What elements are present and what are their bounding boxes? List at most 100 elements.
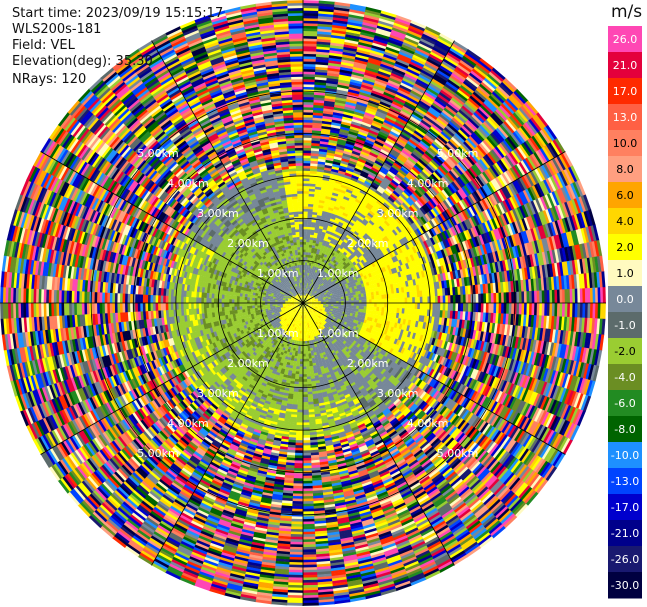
- velocity-gate: [313, 196, 320, 201]
- velocity-gate: [416, 44, 432, 55]
- velocity-gate: [304, 292, 306, 296]
- velocity-gate: [350, 123, 361, 129]
- velocity-gate: [465, 51, 481, 63]
- velocity-gate: [352, 172, 361, 178]
- velocity-gate: [311, 130, 322, 134]
- velocity-gate: [334, 182, 342, 187]
- velocity-gate: [342, 152, 352, 158]
- velocity-gate: [303, 267, 305, 270]
- velocity-gate: [356, 49, 371, 56]
- velocity-gate: [303, 249, 306, 253]
- velocity-gate: [312, 214, 318, 218]
- velocity-gate: [306, 269, 309, 273]
- velocity-gate: [441, 60, 456, 71]
- velocity-gate: [379, 65, 393, 73]
- velocity-gate: [311, 135, 321, 139]
- velocity-gate: [407, 119, 419, 129]
- velocity-gate: [410, 89, 424, 99]
- velocity-gate: [336, 196, 344, 202]
- velocity-gate: [303, 297, 305, 301]
- velocity-gate: [344, 145, 354, 151]
- velocity-gate: [334, 153, 343, 159]
- velocity-gate: [372, 193, 380, 201]
- velocity-gate: [311, 281, 314, 285]
- velocity-gate: [309, 234, 314, 238]
- velocity-gate: [397, 155, 407, 164]
- velocity-gate: [312, 276, 315, 280]
- velocity-gate: [395, 14, 413, 24]
- velocity-gate: [350, 193, 358, 199]
- velocity-gate: [308, 292, 312, 296]
- velocity-gate: [361, 303, 365, 307]
- velocity-gate: [307, 285, 310, 289]
- velocity-gate: [357, 157, 367, 164]
- velocity-gate: [342, 51, 357, 57]
- velocity-gate: [395, 157, 406, 166]
- velocity-gate: [423, 91, 437, 101]
- velocity-gate: [340, 216, 347, 222]
- velocity-gate: [353, 61, 368, 68]
- velocity-gate: [309, 257, 313, 261]
- velocity-gate: [371, 181, 380, 188]
- velocity-gate: [370, 47, 386, 55]
- velocity-gate: [459, 59, 475, 71]
- velocity-gate: [303, 198, 309, 202]
- velocity-gate: [303, 216, 308, 220]
- velocity-gate: [312, 209, 318, 213]
- velocity-gate: [391, 126, 403, 134]
- velocity-gate: [444, 56, 459, 67]
- velocity-gate: [325, 157, 335, 162]
- velocity-gate: [349, 179, 358, 185]
- velocity-gate: [313, 201, 320, 206]
- velocity-gate: [344, 39, 360, 45]
- velocity-gate: [345, 140, 356, 146]
- velocity-gate: [327, 147, 337, 152]
- velocity-gate: [311, 273, 315, 277]
- velocity-gate: [337, 247, 343, 252]
- velocity-gate: [336, 86, 349, 92]
- velocity-gate: [324, 100, 336, 105]
- velocity-gate: [334, 217, 341, 222]
- velocity-gate: [417, 296, 421, 304]
- velocity-gate: [333, 9, 350, 15]
- velocity-gate: [308, 249, 312, 253]
- velocity-gate: [361, 184, 370, 191]
- velocity-gate: [379, 303, 383, 308]
- velocity-gate: [368, 129, 379, 136]
- velocity-gate: [399, 151, 410, 160]
- velocity-gate: [332, 19, 349, 25]
- velocity-gate: [362, 79, 376, 86]
- velocity-gate: [349, 195, 357, 202]
- velocity-gate: [353, 169, 362, 176]
- velocity-gate: [304, 279, 306, 283]
- velocity-gate: [304, 295, 306, 299]
- velocity-gate: [327, 62, 342, 68]
- velocity-gate: [303, 145, 312, 149]
- velocity-gate: [303, 81, 316, 85]
- velocity-gate: [340, 249, 345, 254]
- velocity-field: [0, 0, 606, 606]
- velocity-gate: [337, 210, 344, 215]
- velocity-gate: [303, 282, 306, 286]
- velocity-gate: [383, 53, 398, 62]
- velocity-gate: [311, 140, 321, 144]
- velocity-gate: [303, 45, 317, 50]
- velocity-gate: [416, 78, 430, 88]
- velocity-gate: [371, 89, 384, 97]
- velocity-gate: [398, 86, 411, 95]
- velocity-gate: [339, 245, 344, 250]
- velocity-gate: [393, 123, 404, 132]
- velocity-gate: [363, 74, 377, 81]
- velocity-gate: [341, 240, 347, 246]
- velocity-gate: [305, 246, 309, 250]
- velocity-gate: [308, 292, 311, 295]
- velocity-gate: [427, 55, 443, 66]
- velocity-gate: [303, 254, 306, 258]
- velocity-gate: [427, 108, 440, 119]
- velocity-gate: [305, 249, 309, 253]
- velocity-gate: [341, 121, 352, 127]
- velocity-gate: [372, 39, 388, 47]
- velocity-gate: [353, 200, 361, 207]
- velocity-gate: [377, 185, 386, 193]
- velocity-gate: [303, 160, 311, 164]
